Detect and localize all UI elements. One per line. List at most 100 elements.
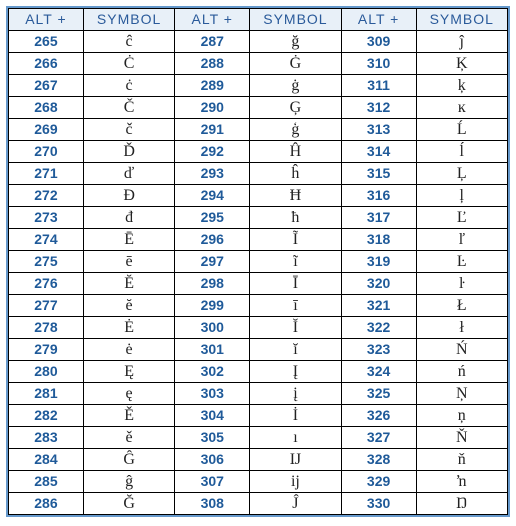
alt-code-cell: 273 [9,207,84,229]
symbol-cell: Ĵ [250,493,341,515]
symbol-cell: Ģ [250,97,341,119]
table-row: 271ď293ĥ315Ļ [9,163,508,185]
symbol-cell: Ŀ [416,251,507,273]
alt-code-cell: 275 [9,251,84,273]
symbol-cell: Ġ [250,53,341,75]
alt-code-cell: 265 [9,31,84,53]
symbol-cell: ī [250,295,341,317]
alt-code-cell: 306 [175,449,250,471]
symbol-cell: Ĳ [250,449,341,471]
table-row: 283ě305ı327Ň [9,427,508,449]
symbol-cell: ļ [416,185,507,207]
symbol-cell: Ē [83,229,174,251]
alt-code-cell: 289 [175,75,250,97]
symbol-cell: ň [416,449,507,471]
symbol-cell: Ŋ [416,493,507,515]
alt-code-cell: 293 [175,163,250,185]
symbol-cell: Ň [416,427,507,449]
symbol-cell: ķ [416,75,507,97]
symbol-cell: Ĺ [416,119,507,141]
alt-code-cell: 283 [9,427,84,449]
alt-code-cell: 295 [175,207,250,229]
symbol-cell: Ċ [83,53,174,75]
alt-code-cell: 329 [341,471,416,493]
alt-code-cell: 309 [341,31,416,53]
symbol-cell: ĩ [250,251,341,273]
symbol-cell: ń [416,361,507,383]
symbol-cell: Đ [83,185,174,207]
header-row: ALT + SYMBOL ALT + SYMBOL ALT + SYMBOL [9,9,508,31]
table-row: 272Đ294Ħ316ļ [9,185,508,207]
alt-code-cell: 292 [175,141,250,163]
symbol-cell: Ĝ [83,449,174,471]
alt-code-cell: 279 [9,339,84,361]
alt-code-table: ALT + SYMBOL ALT + SYMBOL ALT + SYMBOL 2… [8,8,508,515]
table-row: 276Ĕ298Ī320ŀ [9,273,508,295]
symbol-cell: Ě [83,405,174,427]
alt-code-cell: 314 [341,141,416,163]
alt-code-cell: 318 [341,229,416,251]
table-row: 277ĕ299ī321Ł [9,295,508,317]
alt-code-cell: 307 [175,471,250,493]
alt-code-cell: 327 [341,427,416,449]
symbol-cell: Ķ [416,53,507,75]
alt-code-cell: 287 [175,31,250,53]
symbol-cell: ě [83,427,174,449]
alt-code-cell: 270 [9,141,84,163]
symbol-cell: ę [83,383,174,405]
alt-code-cell: 308 [175,493,250,515]
table-row: 267ċ289ġ311ķ [9,75,508,97]
table-row: 268Č290Ģ312ĸ [9,97,508,119]
table-row: 274Ē296Ĩ318ľ [9,229,508,251]
symbol-cell: ĉ [83,31,174,53]
alt-code-cell: 282 [9,405,84,427]
symbol-cell: Č [83,97,174,119]
symbol-cell: ė [83,339,174,361]
symbol-cell: ŉ [416,471,507,493]
symbol-cell: ģ [250,119,341,141]
alt-code-cell: 324 [341,361,416,383]
alt-code-cell: 325 [341,383,416,405]
symbol-cell: Ń [416,339,507,361]
alt-code-cell: 271 [9,163,84,185]
symbol-cell: ħ [250,207,341,229]
alt-code-cell: 315 [341,163,416,185]
alt-code-cell: 286 [9,493,84,515]
table-row: 282Ě304İ326ņ [9,405,508,427]
symbol-cell: Į [250,361,341,383]
header-alt-3: ALT + [341,9,416,31]
alt-code-cell: 267 [9,75,84,97]
symbol-cell: ĝ [83,471,174,493]
header-alt-2: ALT + [175,9,250,31]
symbol-cell: Ę [83,361,174,383]
table-row: 270Ď292Ĥ314ĺ [9,141,508,163]
symbol-cell: Ğ [83,493,174,515]
symbol-cell: đ [83,207,174,229]
symbol-cell: ĺ [416,141,507,163]
symbol-cell: ł [416,317,507,339]
header-symbol-3: SYMBOL [416,9,507,31]
symbol-cell: Ł [416,295,507,317]
table-row: 285ĝ307ĳ329ŉ [9,471,508,493]
alt-code-cell: 276 [9,273,84,295]
symbol-cell: ĥ [250,163,341,185]
symbol-cell: Ī [250,273,341,295]
alt-code-cell: 330 [341,493,416,515]
alt-code-cell: 320 [341,273,416,295]
table-row: 279ė301ĭ323Ń [9,339,508,361]
table-row: 281ę303į325Ņ [9,383,508,405]
table-row: 278Ė300Ĭ322ł [9,317,508,339]
alt-code-cell: 296 [175,229,250,251]
symbol-cell: ċ [83,75,174,97]
header-symbol-1: SYMBOL [83,9,174,31]
symbol-cell: ŀ [416,273,507,295]
alt-code-cell: 328 [341,449,416,471]
table-row: 273đ295ħ317Ľ [9,207,508,229]
alt-code-cell: 269 [9,119,84,141]
symbol-cell: İ [250,405,341,427]
alt-code-cell: 321 [341,295,416,317]
symbol-cell: Ė [83,317,174,339]
table-row: 269č291ģ313Ĺ [9,119,508,141]
alt-code-cell: 305 [175,427,250,449]
alt-code-cell: 316 [341,185,416,207]
